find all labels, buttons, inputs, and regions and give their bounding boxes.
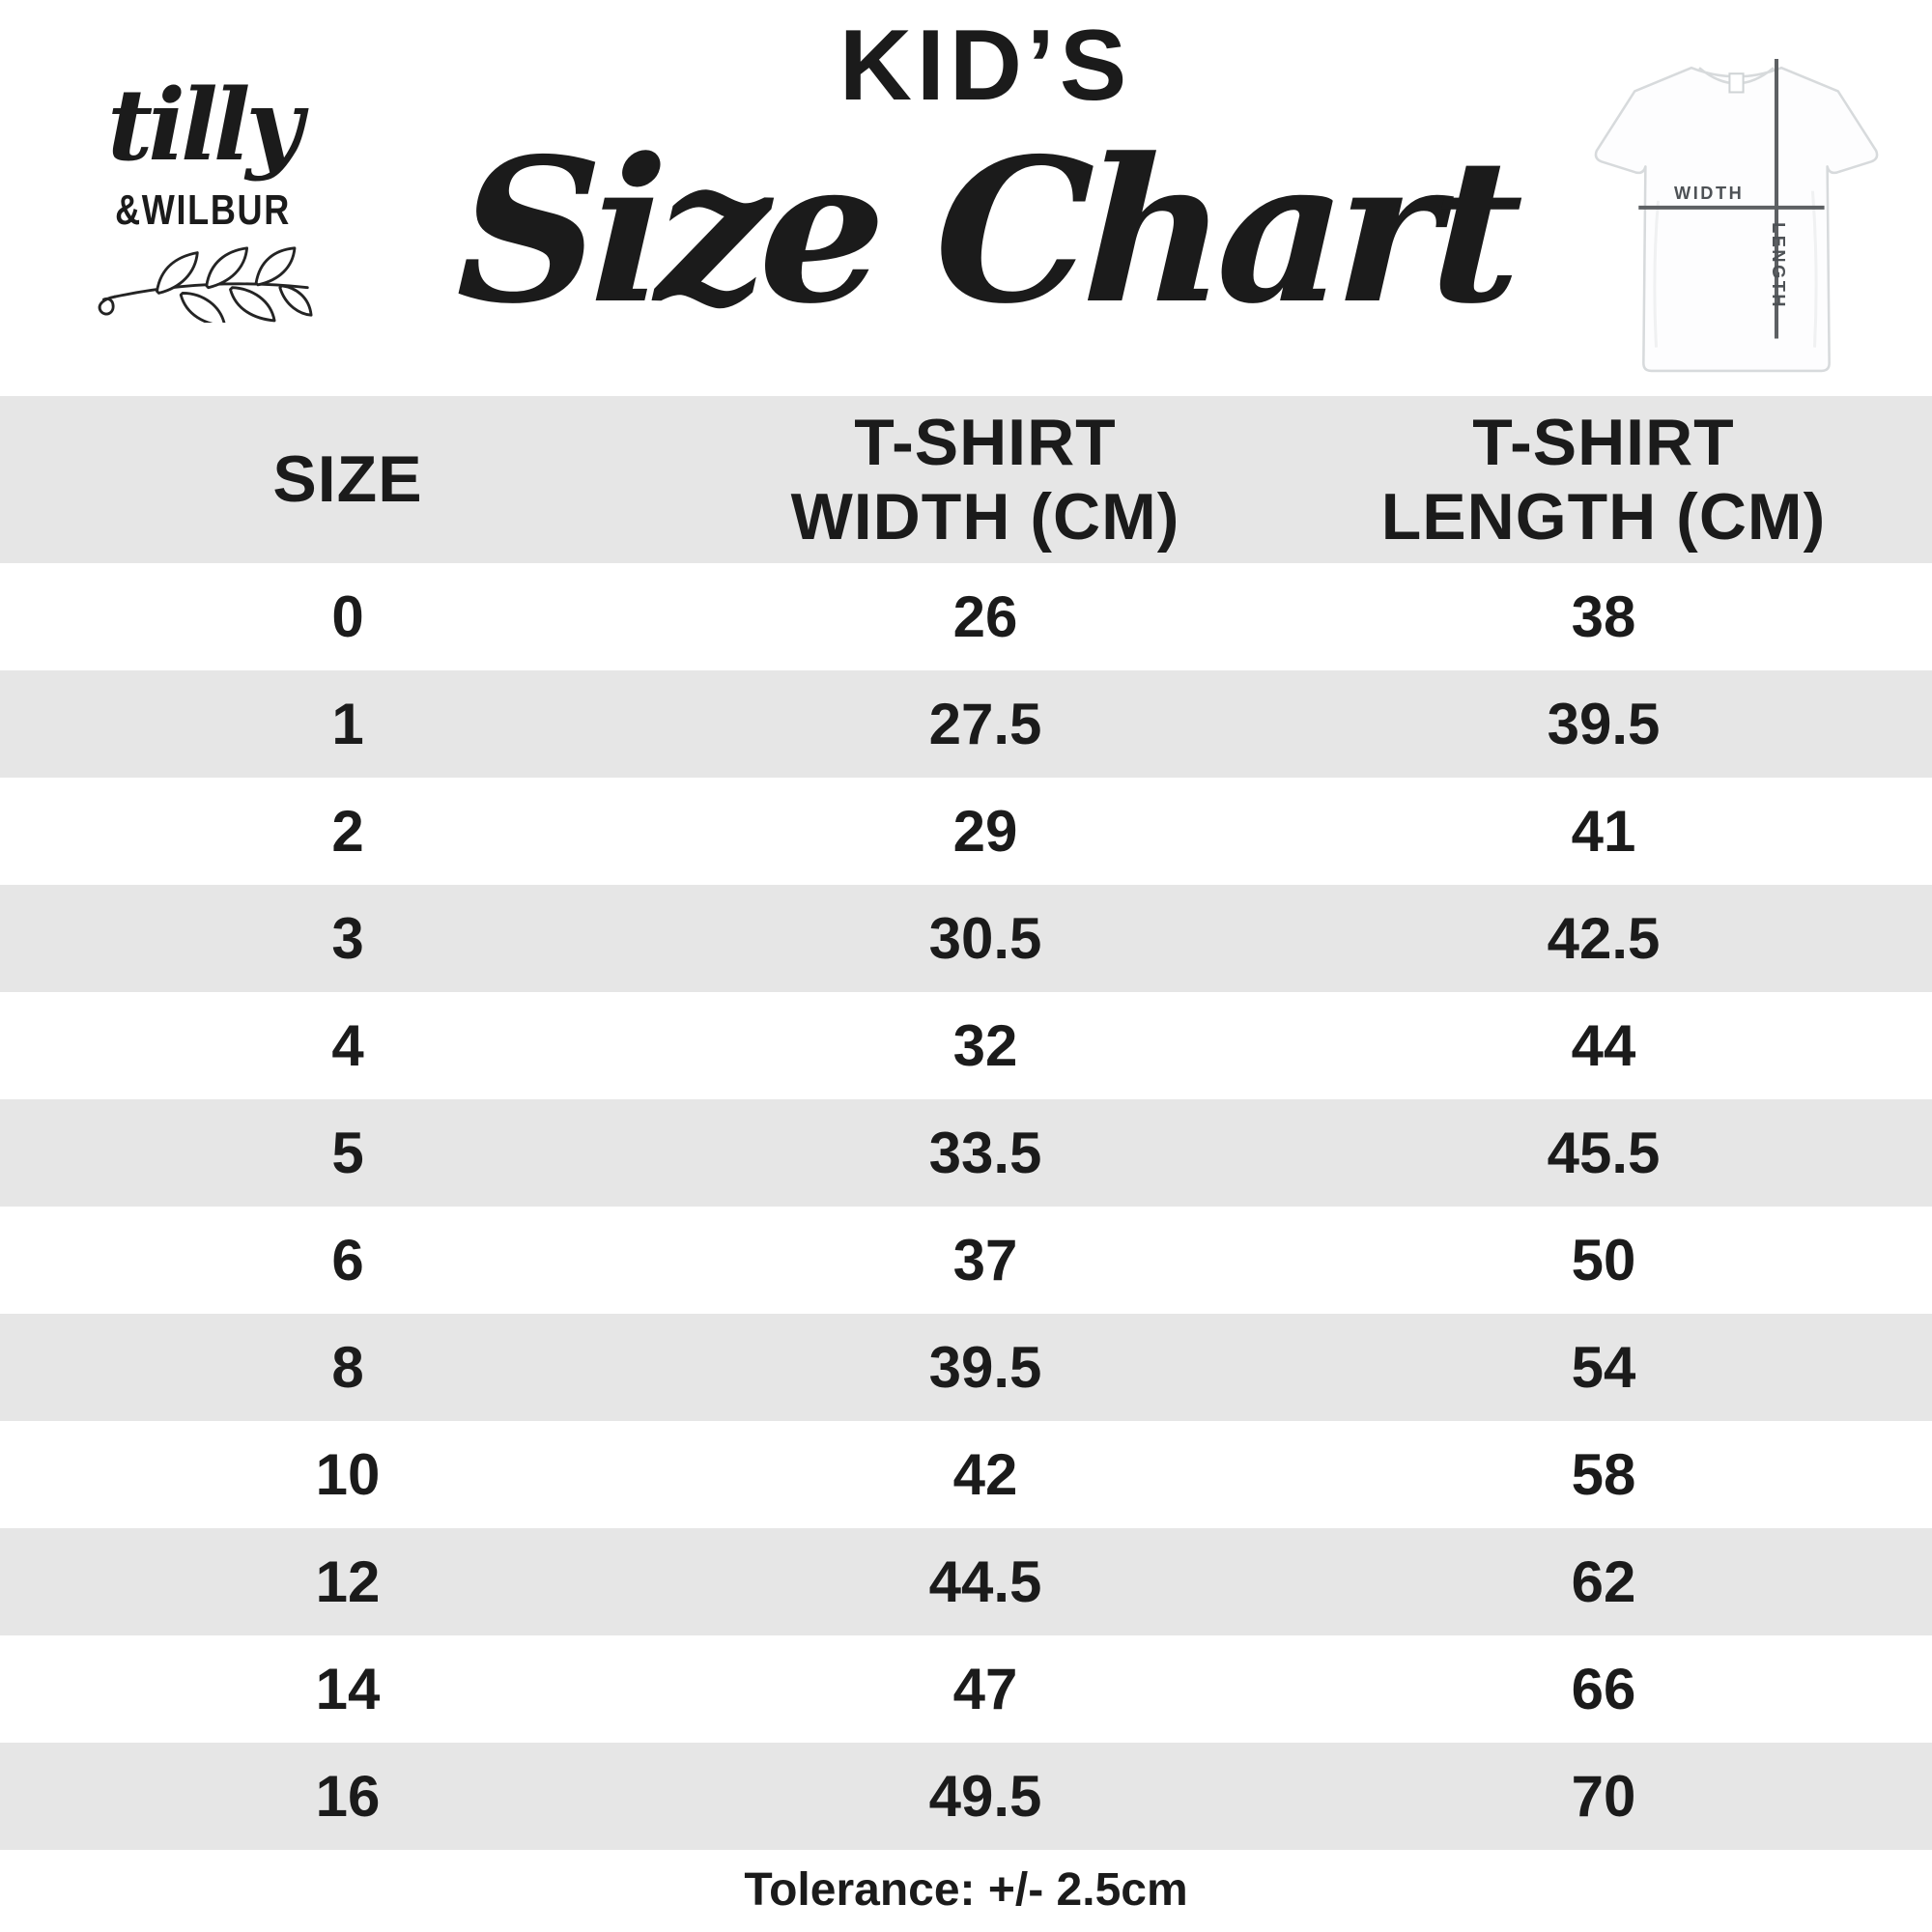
- size-cell: 0: [331, 584, 364, 649]
- tshirt-silhouette: [1594, 66, 1879, 373]
- table-row: 0 26 38: [0, 563, 1932, 670]
- width-cell: 39.5: [928, 1335, 1042, 1400]
- tolerance-note: Tolerance: +/- 2.5cm: [744, 1864, 1188, 1916]
- column-header-length-line1: T-SHIRT: [1472, 406, 1735, 480]
- laurel-branch-icon: [98, 246, 313, 324]
- length-cell: 44: [1571, 1013, 1636, 1078]
- size-cell: 8: [331, 1335, 364, 1400]
- size-cell: 12: [315, 1549, 381, 1614]
- table-row: 3 30.5 42.5: [0, 885, 1932, 992]
- length-cell: 58: [1571, 1442, 1636, 1507]
- column-header-width-line2: WIDTH (CM): [790, 479, 1180, 554]
- width-cell: 47: [952, 1657, 1018, 1721]
- length-cell: 62: [1571, 1549, 1636, 1614]
- title-block: KID’S Size Chart: [406, 10, 1565, 348]
- length-cell: 70: [1571, 1764, 1636, 1829]
- size-cell: 3: [331, 906, 364, 971]
- table-row: 5 33.5 45.5: [0, 1099, 1932, 1207]
- table-row: 1 27.5 39.5: [0, 670, 1932, 778]
- size-cell: 4: [331, 1013, 364, 1078]
- width-cell: 32: [952, 1013, 1018, 1078]
- size-cell: 6: [331, 1228, 364, 1293]
- width-measure-label: WIDTH: [1674, 184, 1744, 203]
- table-row: 10 42 58: [0, 1421, 1932, 1528]
- column-header-width: T-SHIRT WIDTH (CM): [696, 406, 1275, 553]
- width-cell: 29: [952, 799, 1018, 864]
- table-row: 6 37 50: [0, 1207, 1932, 1314]
- size-table: SIZE T-SHIRT WIDTH (CM) T-SHIRT LENGTH (…: [0, 396, 1932, 1850]
- column-header-size: SIZE: [272, 442, 423, 517]
- category-heading: KID’S: [838, 10, 1132, 122]
- size-cell: 2: [331, 799, 364, 864]
- table-row: 2 29 41: [0, 778, 1932, 885]
- size-cell: 1: [331, 692, 364, 756]
- size-cell: 10: [315, 1442, 381, 1507]
- size-cell: 14: [315, 1657, 381, 1721]
- neck-tag: [1728, 72, 1745, 94]
- table-row: 8 39.5 54: [0, 1314, 1932, 1421]
- width-cell: 37: [952, 1228, 1018, 1293]
- width-cell: 49.5: [928, 1764, 1042, 1829]
- length-cell: 41: [1571, 799, 1636, 864]
- table-row: 4 32 44: [0, 992, 1932, 1099]
- length-cell: 42.5: [1547, 906, 1661, 971]
- width-cell: 30.5: [928, 906, 1042, 971]
- width-cell: 27.5: [928, 692, 1042, 756]
- column-header-width-line1: T-SHIRT: [854, 406, 1117, 480]
- table-row: 14 47 66: [0, 1635, 1932, 1743]
- brand-name-script: tilly: [107, 68, 303, 184]
- length-cell: 39.5: [1547, 692, 1661, 756]
- width-cell: 42: [952, 1442, 1018, 1507]
- column-header-length: T-SHIRT LENGTH (CM): [1275, 406, 1932, 553]
- table-body: 0 26 38 1 27.5 39.5 2 29 41 3 30.5 42.5 …: [0, 563, 1932, 1850]
- length-measure-label: LENGTH: [1769, 222, 1788, 309]
- table-row: 16 49.5 70: [0, 1743, 1932, 1850]
- brand-name-caps: &WILBUR: [115, 186, 291, 235]
- length-cell: 45.5: [1547, 1121, 1661, 1185]
- length-cell: 38: [1571, 584, 1636, 649]
- width-cell: 33.5: [928, 1121, 1042, 1185]
- length-cell: 66: [1571, 1657, 1636, 1721]
- size-cell: 5: [331, 1121, 364, 1185]
- page-title: Size Chart: [453, 116, 1518, 348]
- table-header-row: SIZE T-SHIRT WIDTH (CM) T-SHIRT LENGTH (…: [0, 396, 1932, 563]
- tshirt-measurement-diagram: WIDTH LENGTH: [1594, 59, 1879, 373]
- width-cell: 26: [952, 584, 1018, 649]
- width-cell: 44.5: [928, 1549, 1042, 1614]
- brand-logo: tilly &WILBUR: [85, 68, 321, 324]
- table-row: 12 44.5 62: [0, 1528, 1932, 1635]
- size-cell: 16: [315, 1764, 381, 1829]
- length-cell: 54: [1571, 1335, 1636, 1400]
- length-cell: 50: [1571, 1228, 1636, 1293]
- column-header-length-line2: LENGTH (CM): [1380, 479, 1827, 554]
